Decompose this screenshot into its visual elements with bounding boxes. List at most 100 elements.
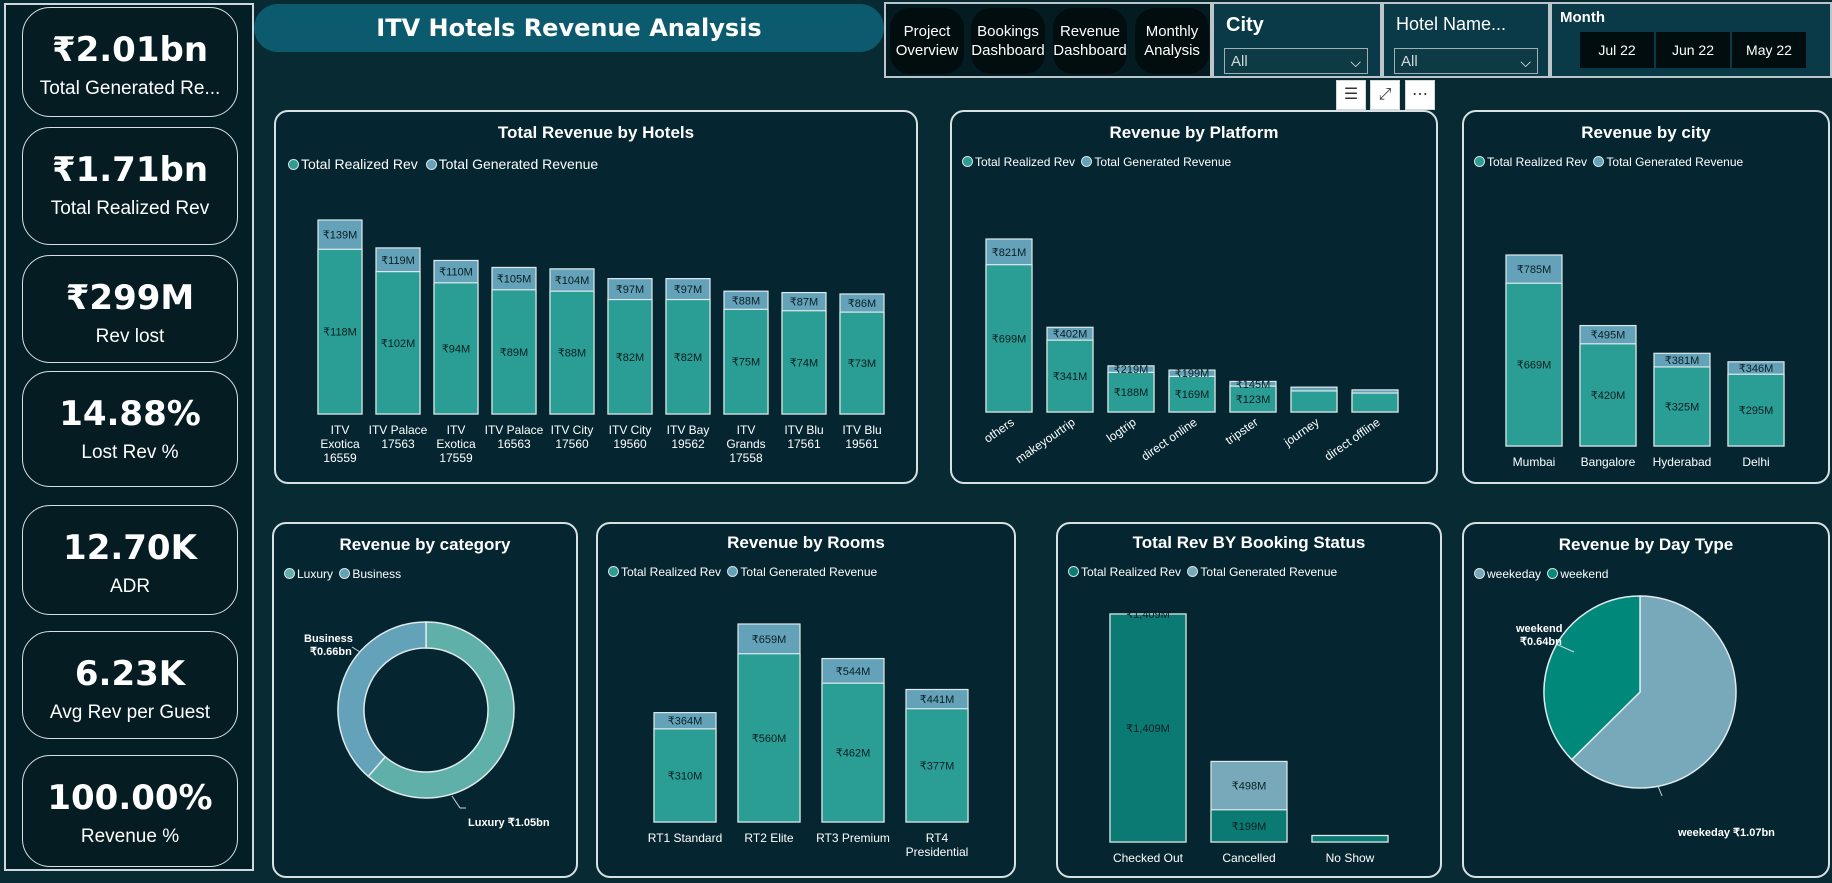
- legend-swatch: [1068, 566, 1079, 577]
- booking-status-panel: Total Rev BY Booking Status Total Realiz…: [1056, 522, 1442, 878]
- kpi-card-revenue-pct: 100.00% Revenue %: [22, 755, 238, 867]
- axis-tick-label: tripster: [1223, 415, 1261, 448]
- kpi-value: ₹299M: [65, 278, 195, 318]
- legend-swatch: [608, 566, 619, 577]
- data-label: ₹364M: [668, 716, 703, 728]
- city-chart-title: Revenue by city: [1581, 123, 1711, 142]
- bar-realized: [839, 311, 885, 415]
- pie-slice-weekeday: [1570, 595, 1737, 789]
- status-legend: Total Realized Rev Total Generated Reven…: [1068, 565, 1337, 579]
- platform-chart-title: Revenue by Platform: [1109, 123, 1279, 142]
- legend-swatch: [1474, 156, 1485, 167]
- legend-swatch: [727, 566, 739, 577]
- axis-tick-label: 16559: [323, 451, 357, 465]
- kpi-value: ₹1.71bn: [51, 150, 209, 190]
- axis-tick-label: Exotica: [320, 437, 360, 451]
- axis-tick-label: Bangalore: [1581, 455, 1636, 469]
- data-label: ₹498M: [1232, 781, 1267, 793]
- data-label: ₹123M: [1236, 394, 1271, 406]
- bar-realized: [549, 290, 595, 415]
- donut-slice-luxury: [367, 621, 515, 799]
- month-option-jul22[interactable]: Jul 22: [1580, 32, 1654, 68]
- slice-label: weekeday ₹1.07bn: [1677, 827, 1775, 839]
- axis-tick-label: ITV: [331, 423, 350, 437]
- legend-label: Total Realized Rev: [1487, 155, 1588, 169]
- month-option-may22[interactable]: May 22: [1732, 32, 1806, 68]
- legend-swatch: [339, 568, 351, 579]
- more-options-icon[interactable]: ⋯: [1405, 80, 1435, 110]
- data-label: ₹73M: [848, 358, 876, 370]
- bar-realized: [1168, 375, 1216, 413]
- data-label: ₹346M: [1739, 363, 1774, 375]
- data-label: ₹341M: [1053, 371, 1088, 383]
- kpi-label: Lost Rev %: [81, 442, 179, 463]
- axis-tick-label: others: [981, 415, 1016, 446]
- nav-revenue-dashboard-button[interactable]: Revenue Dashboard: [1053, 8, 1127, 74]
- bar-realized: [821, 682, 885, 823]
- kpi-label: Rev lost: [95, 326, 165, 347]
- nav-monthly-analysis-button[interactable]: Monthly Analysis: [1135, 8, 1209, 74]
- data-label: ₹89M: [500, 347, 528, 359]
- chevron-down-icon: ⌵: [1350, 54, 1361, 70]
- nav-bookings-dashboard-button[interactable]: Bookings Dashboard: [971, 8, 1045, 74]
- axis-tick-label: 17561: [787, 437, 821, 451]
- axis-tick-label: 17563: [381, 437, 415, 451]
- nav-label-line2: Dashboard: [1053, 42, 1127, 59]
- data-label: ₹74M: [790, 357, 818, 369]
- data-label: ₹88M: [558, 348, 586, 360]
- data-label: ₹420M: [1591, 390, 1626, 402]
- bar-realized: [1727, 373, 1785, 447]
- bar-realized: [1107, 371, 1155, 413]
- kpi-card-total-generated: ₹2.01bn Total Generated Re...: [22, 7, 238, 117]
- legend-item-generated: Total Generated Revenue: [1078, 155, 1231, 169]
- legend-item-weekday: weekeday: [1474, 567, 1541, 581]
- data-label: ₹544M: [836, 666, 871, 678]
- legend-item-generated: Total Generated Revenue: [1184, 565, 1337, 579]
- legend-item-weekend: weekend: [1544, 567, 1608, 581]
- bar-realized: [905, 708, 969, 823]
- month-option-jun22[interactable]: Jun 22: [1656, 32, 1730, 68]
- data-label: ₹88M: [732, 295, 760, 307]
- focus-mode-icon[interactable]: ⤢: [1370, 80, 1400, 110]
- bar-realized: [723, 308, 769, 415]
- axis-tick-label: ITV Palace: [485, 423, 544, 437]
- kpi-value: 6.23K: [74, 654, 186, 694]
- hotels-revenue-panel: Total Revenue by Hotels Total Realized R…: [274, 110, 918, 484]
- data-label: ₹219M: [1114, 364, 1149, 376]
- leader-line: [1657, 785, 1663, 797]
- chevron-down-icon: ⌵: [1520, 54, 1531, 70]
- city-dropdown[interactable]: All ⌵: [1224, 48, 1368, 74]
- city-dropdown-value: All: [1231, 53, 1248, 70]
- nav-label-line1: Monthly: [1145, 23, 1199, 40]
- legend-item-realized: Total Realized Rev: [962, 155, 1075, 169]
- bar-realized: [1351, 392, 1399, 413]
- legend-label: Total Generated Revenue: [1606, 155, 1744, 169]
- hotels-legend: Total Realized Rev Total Generated Reven…: [288, 156, 598, 172]
- kpi-label: Revenue %: [80, 826, 180, 847]
- axis-tick-label: ITV Blu: [842, 423, 881, 437]
- legend-item-realized: Total Realized Rev: [288, 156, 418, 172]
- kpi-card-adr: 12.70K ADR: [22, 505, 238, 615]
- filter-icon[interactable]: ☰: [1336, 80, 1366, 110]
- axis-tick-label: ITV: [737, 423, 756, 437]
- axis-tick-label: ITV Blu: [784, 423, 823, 437]
- data-label: ₹462M: [836, 748, 871, 760]
- rooms-revenue-panel: Revenue by Rooms Total Realized Rev Tota…: [596, 522, 1016, 878]
- rooms-chart-title: Revenue by Rooms: [727, 533, 885, 552]
- daytype-pie-chart: weekeday ₹1.07bn weekend₹0.64bn: [1515, 595, 1775, 839]
- legend-label: Business: [352, 567, 402, 581]
- rooms-bar-chart: ₹364M ₹310M RT1 Standard ₹659M ₹560M RT2 Elit…: [648, 623, 969, 859]
- axis-tick-label: ITV City: [551, 423, 594, 437]
- data-label: ₹188M: [1114, 387, 1149, 399]
- slice-label: ₹0.66bn: [310, 646, 352, 658]
- bar-realized: [433, 282, 479, 415]
- data-label: ₹699M: [992, 333, 1027, 345]
- hotel-dropdown[interactable]: All ⌵: [1394, 48, 1538, 74]
- legend-swatch: [425, 159, 437, 170]
- data-label: ₹199M: [1175, 368, 1210, 380]
- kpi-value: 14.88%: [59, 394, 201, 434]
- nav-project-overview-button[interactable]: Project Overview: [890, 8, 964, 74]
- data-label: ₹169M: [1175, 389, 1210, 401]
- nav-label-line2: Dashboard: [971, 42, 1045, 59]
- legend-swatch: [1474, 568, 1485, 579]
